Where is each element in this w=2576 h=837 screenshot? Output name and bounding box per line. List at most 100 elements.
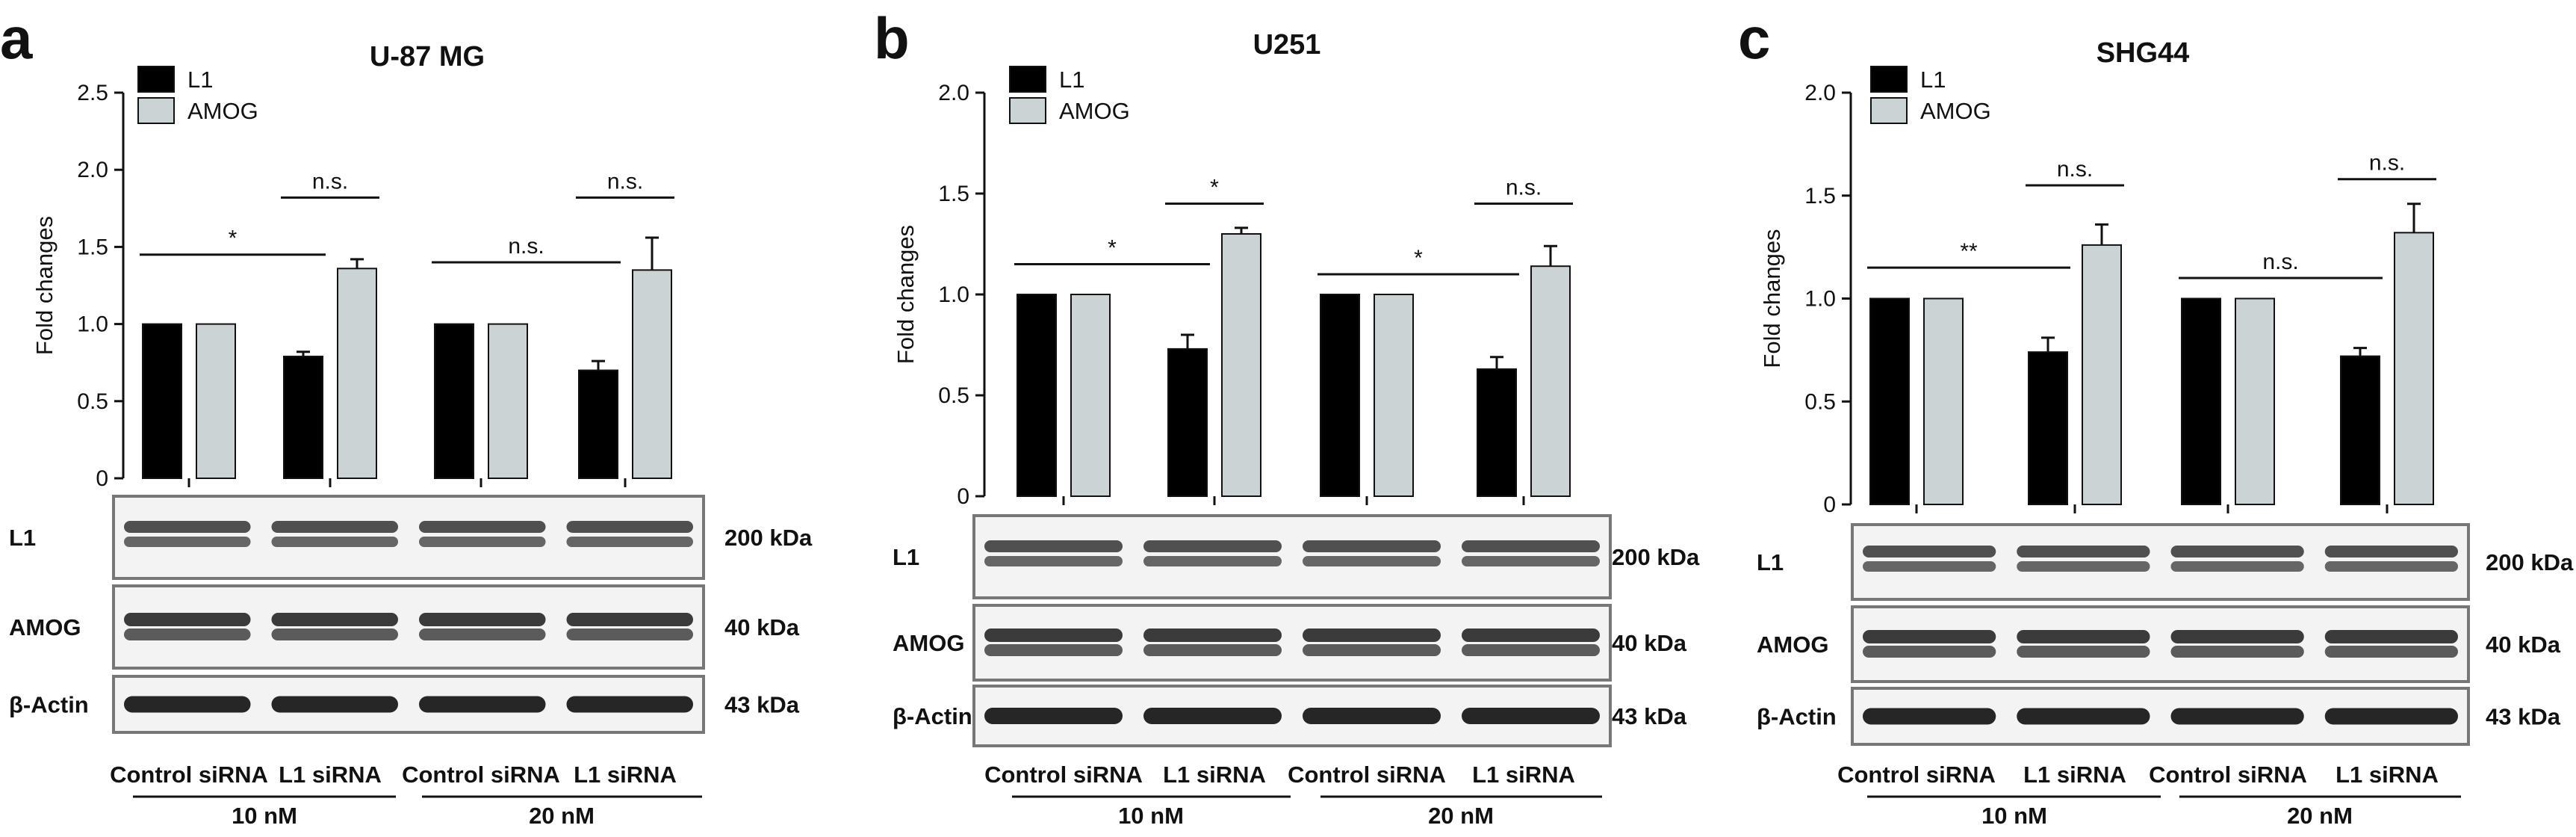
blot-row-label: β-Actin: [9, 692, 89, 718]
blot-band: [566, 537, 693, 547]
group-label: Control siRNA: [110, 762, 268, 788]
blot-band: [1462, 708, 1600, 724]
blot-band: [566, 628, 693, 640]
bar-l1: [1017, 294, 1057, 497]
blot-band: [1143, 628, 1282, 642]
blot-band: [1143, 644, 1282, 656]
blot-band: [271, 613, 398, 626]
bar-amog: [1221, 233, 1261, 497]
panel-letter: a: [0, 5, 33, 71]
blot-band: [2324, 630, 2458, 643]
bar-l1: [2181, 297, 2221, 505]
legend-swatch-amog: [1009, 97, 1046, 124]
blot-row-label: L1: [893, 544, 919, 570]
significance-label: **: [1960, 239, 1978, 264]
y-axis-label: Fold changes: [31, 216, 58, 355]
y-tick-label: 2.0: [1804, 81, 1836, 105]
significance-label: n.s.: [312, 169, 348, 194]
kda-label: 40 kDa: [2486, 631, 2561, 658]
bar-amog: [1530, 265, 1571, 497]
blot-band: [2017, 630, 2150, 643]
group-label: L1 siRNA: [2023, 762, 2126, 788]
blot-band: [2324, 546, 2458, 558]
bar-amog: [632, 269, 672, 479]
blot-band: [2017, 708, 2150, 725]
group-label: Control siRNA: [984, 762, 1143, 788]
blot-band: [2170, 630, 2304, 643]
blot-band: [2170, 708, 2304, 725]
blot-band: [2017, 561, 2150, 572]
blot-row-label: AMOG: [1757, 631, 1828, 658]
blot-band: [271, 628, 398, 640]
group-label: L1 siRNA: [574, 762, 677, 788]
blot-band: [1863, 646, 1996, 658]
y-tick-label: 0.5: [1804, 389, 1836, 414]
bar-l1: [578, 369, 618, 479]
legend-label: L1: [1059, 67, 1084, 93]
legend-label: AMOG: [187, 98, 258, 124]
y-tick-label: 0: [1823, 492, 1836, 517]
blot-band: [124, 537, 251, 547]
significance-label: n.s.: [607, 169, 643, 194]
blot-band: [566, 613, 693, 626]
chart-title: SHG44: [2097, 37, 2190, 69]
y-tick-label: 1.5: [1804, 184, 1836, 209]
blot-band: [271, 696, 398, 713]
kda-label: 43 kDa: [724, 692, 800, 718]
blot-actin: [112, 675, 705, 734]
legend-swatch-l1: [1870, 66, 1908, 93]
y-tick-label: 1.5: [77, 235, 108, 259]
chart-panel-a: a U-87 MG 0 0.5 1.0 1.5 2.0 2.5 Fold changes L1 AM…: [0, 5, 813, 829]
bar-amog: [196, 323, 236, 479]
bar-l1: [434, 323, 474, 479]
group-label: Control siRNA: [1837, 762, 1996, 788]
legend-label: L1: [187, 67, 213, 93]
concentration-label: 10 nM: [232, 803, 297, 829]
blot-band: [419, 613, 546, 626]
blot-band: [2017, 546, 2150, 558]
blot-band: [1462, 628, 1600, 642]
blot-band: [2017, 646, 2150, 658]
y-tick-label: 0.5: [77, 389, 108, 414]
group-label: L1 siRNA: [2336, 762, 2439, 788]
blot-row-label: L1: [1757, 549, 1784, 575]
concentration-label: 20 nM: [1428, 803, 1494, 829]
y-tick-label: 1.0: [77, 312, 108, 337]
chart-title: U251: [1253, 29, 1321, 61]
blot-l1: [1851, 523, 2470, 601]
bar-l1: [2028, 351, 2068, 505]
blot-band: [1863, 546, 1996, 558]
legend-swatch-amog: [137, 97, 175, 124]
kda-label: 200 kDa: [2486, 549, 2574, 575]
kda-label: 40 kDa: [1612, 630, 1687, 656]
bar-amog: [2394, 232, 2434, 505]
bar-amog: [488, 323, 528, 479]
y-tick-label: 2.0: [77, 158, 108, 182]
blot-band: [1303, 628, 1441, 642]
blot-band: [419, 628, 546, 640]
significance-label: n.s.: [1506, 176, 1542, 200]
bar-amog: [1923, 297, 1964, 505]
blot-row-label: L1: [9, 525, 36, 551]
legend-swatch-amog: [1870, 97, 1908, 124]
significance-label: *: [229, 226, 238, 251]
blot-band: [1303, 644, 1441, 656]
blot-band: [419, 696, 546, 713]
bar-l1: [1167, 348, 1208, 497]
group-label: L1 siRNA: [1472, 762, 1575, 788]
significance-label: n.s.: [2369, 151, 2405, 176]
significance-label: n.s.: [2262, 250, 2298, 274]
significance-label: *: [1210, 176, 1219, 200]
blot-band: [1863, 630, 1996, 643]
blot-band: [124, 696, 251, 713]
group-label: Control siRNA: [2149, 762, 2307, 788]
blot-band: [271, 521, 398, 533]
y-tick-label: 1.0: [1804, 287, 1836, 312]
blot-band: [1303, 540, 1441, 552]
blot-band: [984, 644, 1123, 656]
significance-label: n.s.: [2057, 157, 2093, 182]
y-tick-label: 1.0: [938, 282, 969, 307]
blot-amog: [1851, 605, 2470, 683]
blot-row-label: AMOG: [9, 614, 81, 640]
